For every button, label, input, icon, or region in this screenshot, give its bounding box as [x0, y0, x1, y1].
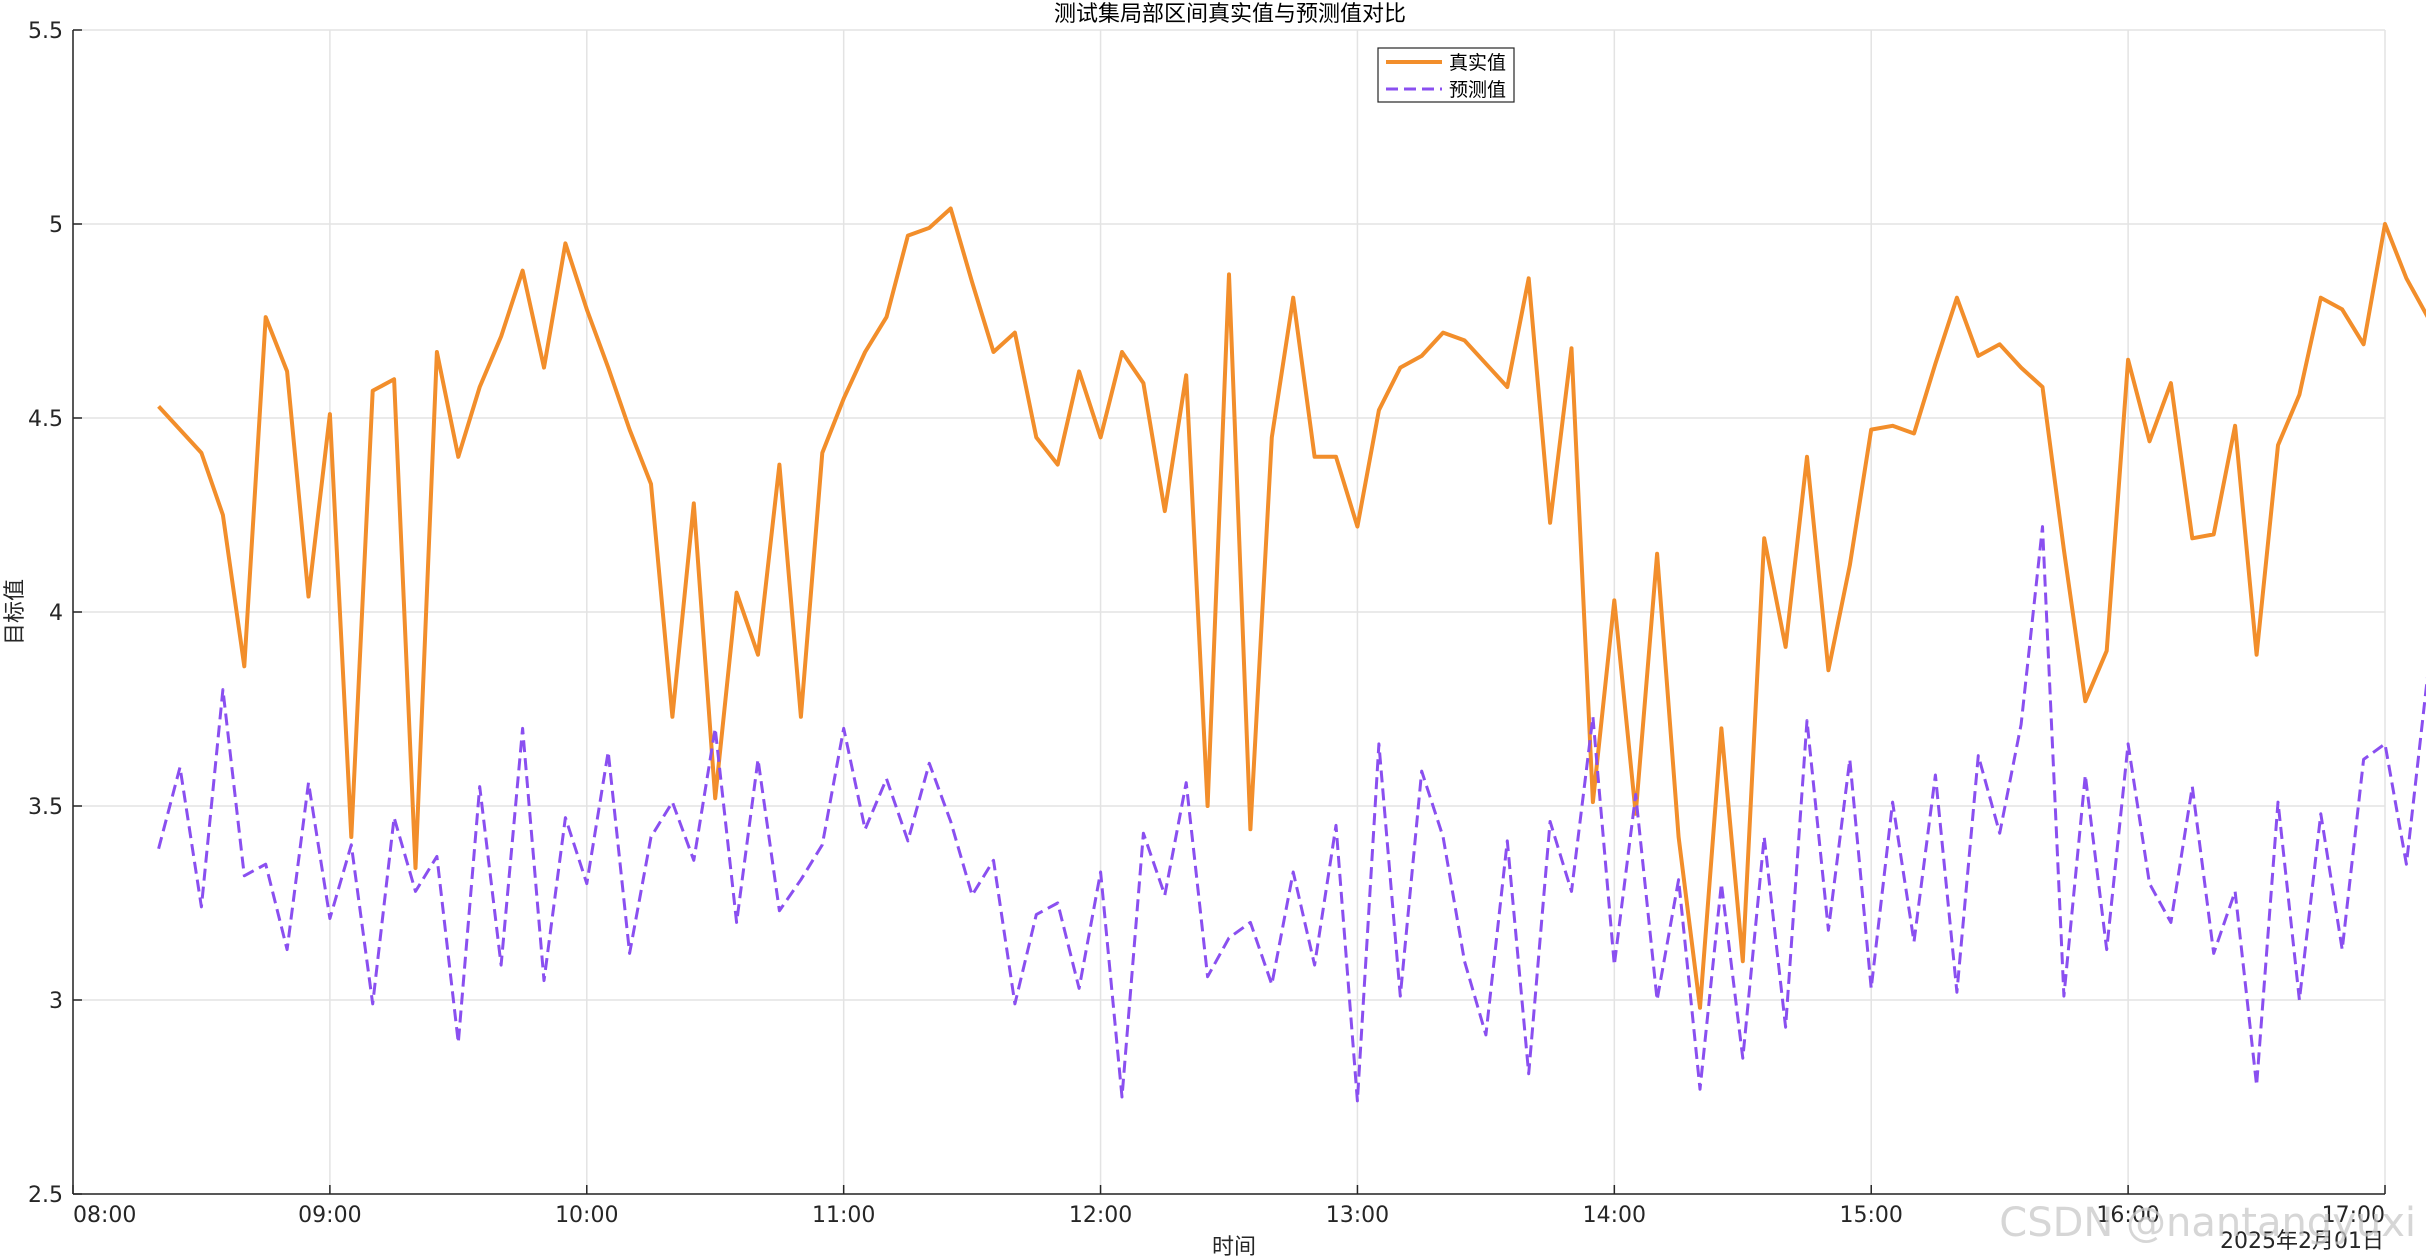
legend: 真实值 预测值: [1377, 47, 1515, 103]
chart-title: 测试集局部区间真实值与预测值对比: [1054, 2, 1406, 27]
legend-label-actual: 真实值: [1449, 52, 1506, 74]
x-tick-label: 09:00: [298, 1203, 361, 1228]
series-lines: [157, 206, 2426, 1103]
x-tick-label: 12:00: [1069, 1203, 1132, 1228]
y-tick-labels: 2.5 3 3.5 4 4.5 5 5.5: [28, 19, 63, 1208]
y-axis-label: 目标值: [3, 579, 28, 645]
legend-label-predicted: 预测值: [1449, 79, 1506, 101]
series-predicted-line: [157, 525, 2426, 1103]
y-tick-label: 5: [49, 213, 63, 238]
series-actual-line: [157, 206, 2426, 1010]
y-tick-label: 5.5: [28, 19, 63, 44]
x-tick-label: 17:00: [2322, 1203, 2385, 1228]
x-tick-label: 14:00: [1583, 1203, 1646, 1228]
x-tick-label: 10:00: [555, 1203, 618, 1228]
x-tick-label: 08:00: [73, 1203, 136, 1228]
x-axis-label: 时间: [1212, 1235, 1256, 1260]
y-tick-label: 4.5: [28, 407, 63, 432]
watermark: CSDN @nantangyuxi: [1999, 1200, 2416, 1246]
y-tick-label: 3: [49, 989, 63, 1014]
x-tick-label: 11:00: [812, 1203, 875, 1228]
axes: [72, 29, 2386, 1195]
legend-box: [1377, 47, 1515, 103]
y-tick-label: 3.5: [28, 795, 63, 820]
x-tick-label: 15:00: [1840, 1203, 1903, 1228]
x-tick-label: 16:00: [2096, 1203, 2159, 1228]
y-tick-label: 2.5: [28, 1183, 63, 1208]
y-tick-label: 4: [49, 601, 63, 626]
x-tick-label: 13:00: [1326, 1203, 1389, 1228]
date-label: 2025年2月01日: [2220, 1229, 2384, 1254]
x-tick-labels: 08:00 09:00 10:00 11:00 12:00 13:00 14:00 15:00…: [73, 1203, 2385, 1228]
